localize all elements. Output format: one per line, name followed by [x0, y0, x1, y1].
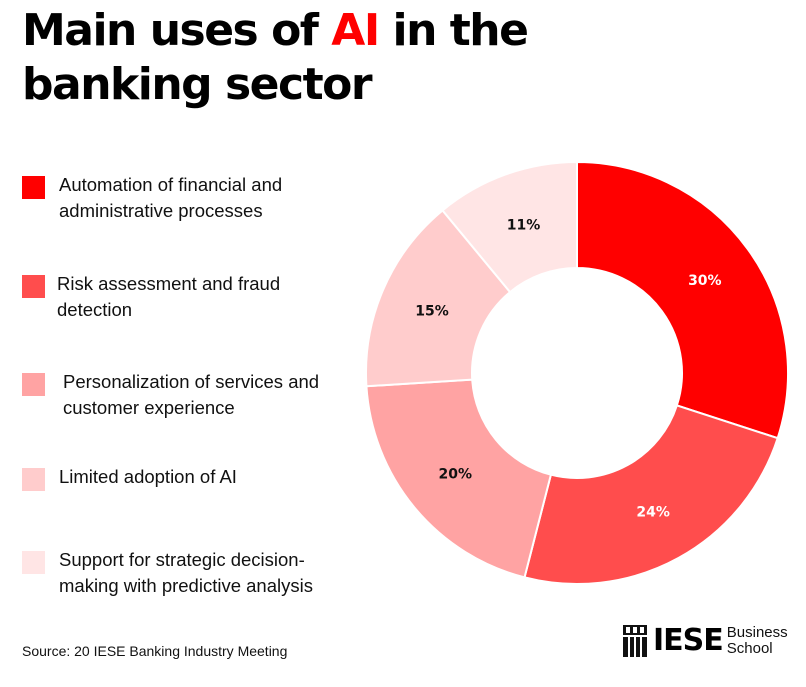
logo-subtext: Business School [723, 625, 788, 657]
source-note: Source: 20 IESE Banking Industry Meeting [22, 643, 288, 659]
legend-swatch [22, 373, 45, 396]
legend-swatch [22, 468, 45, 491]
legend-item-risk: Risk assessment and fraud detection [22, 271, 347, 323]
legend-item-strategic: Support for strategic decision-making wi… [22, 547, 344, 599]
donut-chart: 30% 24% 20% 15% 11% [360, 155, 790, 595]
logo-wordmark: IESE [653, 623, 724, 658]
donut-slice [365, 378, 553, 579]
slice-value-label: 30% [688, 273, 722, 289]
slice-value-label: 24% [636, 504, 670, 520]
legend-label: Support for strategic decision-making wi… [59, 549, 313, 596]
slice-value-label: 20% [439, 467, 473, 483]
iese-shield-icon [623, 625, 647, 657]
chart-title: Main uses of AI in the banking sector [22, 4, 622, 112]
legend-swatch [22, 176, 45, 199]
iese-logo: IESE Business School [622, 624, 788, 658]
logo-line1: Business [726, 624, 788, 641]
legend-label: Automation of financial and administrati… [59, 174, 283, 221]
legend-item-personalization: Personalization of services and customer… [22, 369, 353, 421]
donut-slice [441, 160, 578, 294]
title-highlight: AI [331, 5, 380, 56]
title-suffix: in the banking sector [22, 5, 529, 110]
slice-value-label: 11% [507, 217, 541, 233]
legend-label: Personalization of services and customer… [63, 371, 320, 418]
legend-item-automation: Automation of financial and administrati… [22, 172, 349, 224]
donut-slice [576, 160, 789, 440]
donut-slice [365, 209, 512, 388]
legend-label: Limited adoption of AI [59, 466, 237, 487]
slice-value-label: 15% [415, 303, 449, 319]
donut-svg: 30% 24% 20% 15% 11% [365, 160, 789, 585]
legend-swatch [22, 275, 45, 298]
donut-slice [523, 404, 779, 585]
title-prefix: Main uses of [22, 5, 332, 56]
legend-item-limited: Limited adoption of AI [22, 464, 349, 491]
legend-label: Risk assessment and fraud detection [57, 273, 281, 320]
legend-swatch [22, 551, 45, 574]
logo-line2: School [726, 640, 773, 657]
